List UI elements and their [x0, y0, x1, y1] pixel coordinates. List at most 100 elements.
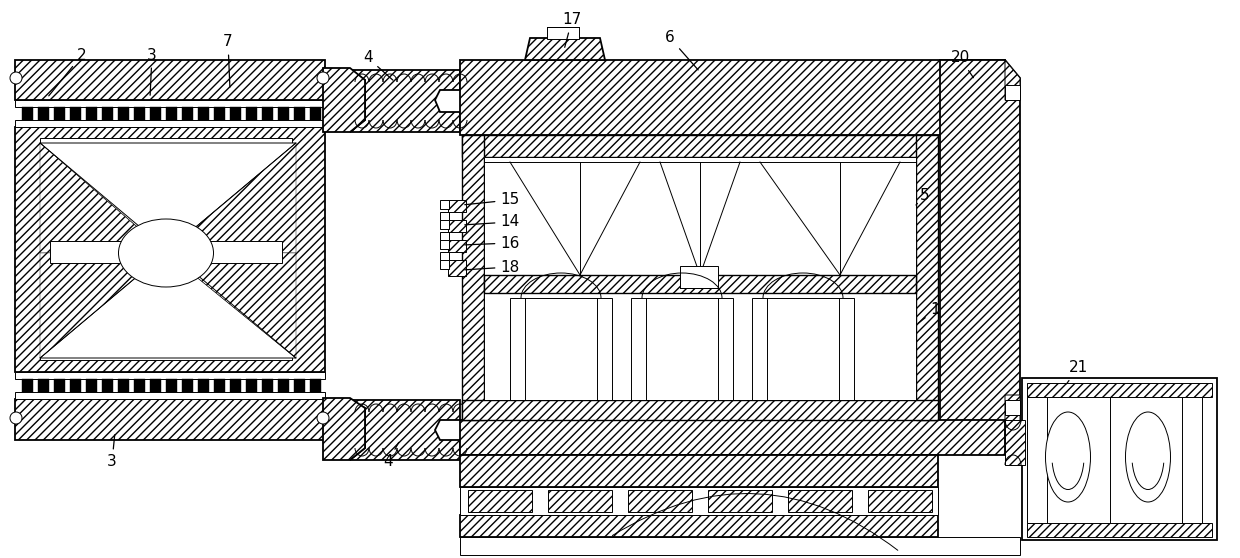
Bar	[460, 537, 1021, 555]
Bar	[440, 212, 449, 221]
Bar	[278, 107, 289, 120]
Circle shape	[10, 412, 22, 424]
Bar	[631, 298, 733, 400]
Polygon shape	[350, 400, 460, 460]
Bar	[916, 135, 937, 420]
Bar	[440, 200, 449, 209]
Bar	[787, 490, 852, 512]
Bar	[310, 379, 321, 392]
Bar	[246, 379, 257, 392]
Bar	[69, 107, 81, 120]
Bar	[547, 27, 579, 39]
Bar	[1004, 400, 1021, 415]
Bar	[262, 107, 273, 120]
Text: 4: 4	[363, 51, 393, 80]
Bar	[1027, 383, 1211, 397]
Circle shape	[317, 412, 329, 424]
Polygon shape	[40, 143, 166, 253]
Bar	[868, 490, 932, 512]
Bar	[262, 379, 273, 392]
Bar	[1027, 523, 1211, 537]
Bar	[484, 275, 916, 293]
Polygon shape	[40, 252, 166, 358]
Polygon shape	[15, 399, 325, 440]
Polygon shape	[525, 38, 605, 60]
Bar	[440, 252, 449, 261]
Text: 2: 2	[48, 47, 87, 96]
Bar	[680, 266, 718, 288]
Bar	[118, 107, 129, 120]
Text: 15: 15	[465, 193, 520, 208]
Bar	[484, 293, 916, 400]
Text: 3: 3	[107, 435, 117, 469]
Polygon shape	[460, 60, 1004, 135]
Text: 20: 20	[950, 51, 973, 78]
Polygon shape	[1004, 60, 1021, 100]
Bar	[150, 379, 161, 392]
Bar	[22, 379, 33, 392]
Bar	[198, 379, 210, 392]
Bar	[15, 120, 325, 127]
Bar	[510, 298, 613, 400]
Bar	[463, 135, 937, 157]
Bar	[463, 400, 937, 420]
Bar	[1004, 85, 1021, 100]
Bar	[38, 379, 50, 392]
Bar	[134, 379, 145, 392]
Polygon shape	[15, 127, 325, 372]
Polygon shape	[460, 420, 1004, 455]
Bar	[38, 107, 50, 120]
Bar	[751, 298, 854, 400]
Text: 6: 6	[665, 31, 698, 70]
Bar	[440, 232, 449, 241]
Bar	[134, 107, 145, 120]
Bar	[708, 490, 773, 512]
Bar	[40, 138, 291, 360]
Bar	[448, 260, 466, 276]
Bar	[182, 107, 193, 120]
Bar	[460, 487, 937, 515]
Bar	[440, 260, 449, 269]
Bar	[627, 490, 692, 512]
Bar	[102, 379, 113, 392]
Bar	[69, 379, 81, 392]
Text: 4: 4	[383, 442, 399, 469]
Bar	[86, 379, 97, 392]
Bar	[229, 379, 241, 392]
Bar	[1182, 397, 1202, 523]
Circle shape	[317, 72, 329, 84]
Text: 7: 7	[223, 35, 233, 87]
Text: 1: 1	[918, 302, 940, 323]
Bar	[15, 372, 325, 379]
Text: 5: 5	[916, 187, 930, 205]
Polygon shape	[1004, 395, 1021, 445]
Bar	[1022, 378, 1216, 540]
Bar	[118, 379, 129, 392]
Bar	[278, 379, 289, 392]
Bar	[182, 379, 193, 392]
Bar	[215, 107, 224, 120]
Bar	[310, 107, 321, 120]
Bar	[50, 241, 281, 263]
Bar	[86, 107, 97, 120]
Bar	[467, 490, 532, 512]
Text: 16: 16	[465, 235, 520, 251]
Bar	[166, 107, 177, 120]
Bar	[448, 200, 466, 212]
Bar	[1004, 420, 1025, 465]
Text: 18: 18	[465, 259, 520, 275]
Bar	[102, 107, 113, 120]
Bar	[448, 220, 466, 232]
Polygon shape	[166, 252, 296, 358]
Bar	[22, 107, 33, 120]
Text: 3: 3	[148, 47, 157, 95]
Polygon shape	[322, 68, 365, 132]
Ellipse shape	[1045, 412, 1090, 502]
Bar	[548, 490, 613, 512]
Bar	[246, 107, 257, 120]
Bar	[463, 135, 484, 420]
Bar	[55, 379, 64, 392]
Bar	[229, 107, 241, 120]
Bar	[484, 157, 916, 400]
Bar	[1027, 397, 1047, 523]
